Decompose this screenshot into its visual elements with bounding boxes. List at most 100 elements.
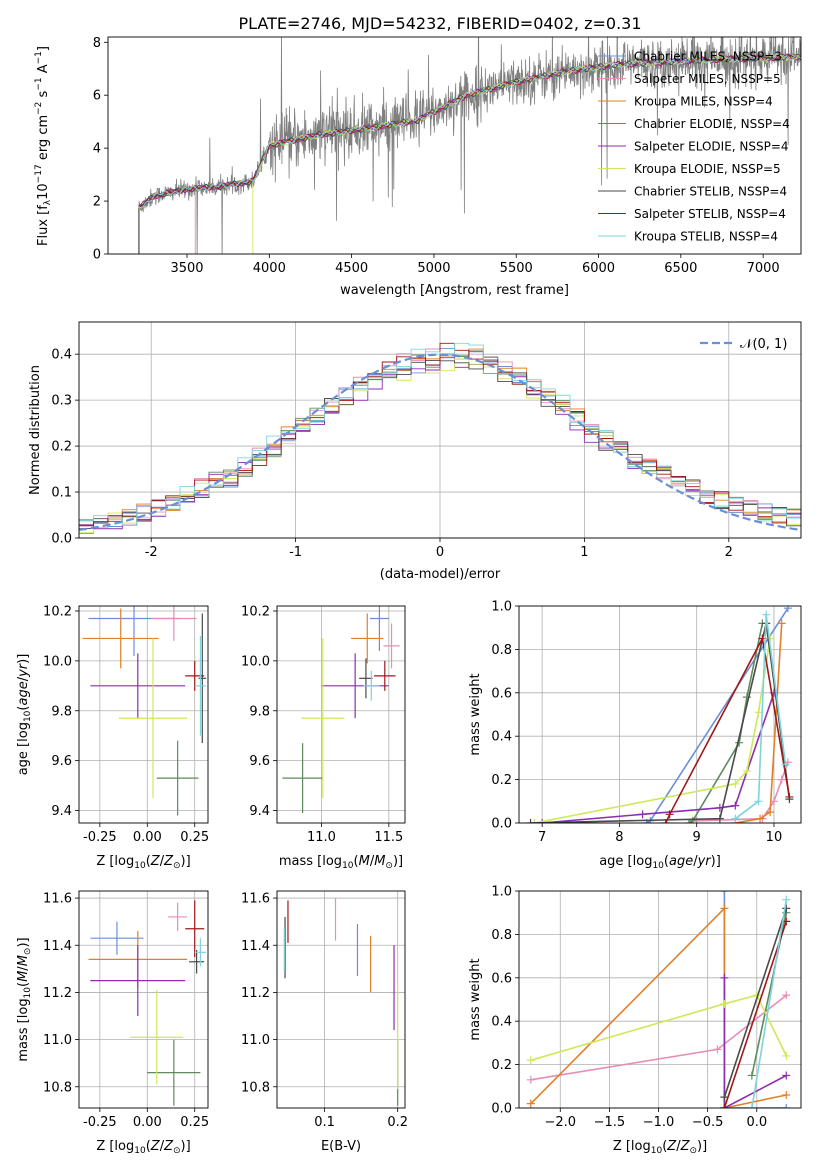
errorbar-point [151, 606, 197, 641]
errorbar-point [301, 638, 345, 799]
mass_weight_vs_age-x-axis-label: age [log10(age/yr)] [599, 854, 721, 871]
series-marker [530, 819, 539, 823]
series-marker [777, 619, 786, 628]
y-tick-label: 11.2 [43, 986, 72, 1001]
x-tick-label: 11.5 [374, 830, 403, 845]
x-tick-label: 3500 [170, 261, 203, 276]
y-tick-label: 0 [93, 248, 101, 263]
series-line-salpeter-elodie [723, 977, 787, 1108]
series-marker [720, 973, 729, 982]
series-marker [782, 904, 791, 913]
errorbar-point [147, 1039, 201, 1106]
y-tick-label: 0.0 [491, 1102, 512, 1117]
y-tick-label: 9.4 [51, 804, 72, 819]
y-tick-label: 0.6 [491, 971, 512, 986]
series-marker [688, 816, 697, 823]
errorbar-point [363, 670, 380, 701]
x-tick-label: 11.0 [307, 830, 336, 845]
y-tick-label: 11.4 [43, 939, 72, 954]
series-marker [747, 1104, 756, 1108]
series-line-chabrier-stelib [530, 623, 791, 823]
residual_hist-frame [78, 321, 802, 539]
model-spectrum-salpeter-stelib [138, 53, 801, 254]
y-tick-label: 0.3 [51, 394, 72, 409]
series-marker [720, 904, 729, 913]
hist-x-axis-label: (data-model)/error [380, 567, 501, 582]
series-marker [720, 1104, 729, 1108]
y-tick-label: 0.6 [491, 686, 512, 701]
y-tick-label: 10.0 [43, 654, 72, 669]
series-marker [526, 1075, 535, 1084]
y-tick-label: 10.2 [241, 604, 270, 619]
x-tick-label: 7 [538, 830, 546, 845]
x-tick-label: −1.0 [643, 1115, 675, 1130]
x-tick-label: 7000 [747, 261, 780, 276]
errorbar-point [194, 635, 207, 736]
y-tick-label: 0.0 [491, 817, 512, 832]
series-marker [720, 1093, 729, 1102]
mass_weight_vs_age-frame [518, 605, 802, 824]
series-marker [715, 814, 724, 823]
mass_weight_vs_age-y-axis-label: mass weight [468, 673, 483, 755]
mass_vs_Z-plot-area [88, 900, 207, 1106]
mass_weight_vs_Z-axes: −2.0 −1.5 −1.0 −0.5 0.0 0.0 0.2 0.4 0.6 0.8 1.0 [491, 885, 801, 1130]
y-tick-label: 11.0 [43, 1033, 72, 1048]
gauss-legend-label: 𝒩(0, 1) [740, 337, 787, 352]
series-marker [754, 797, 763, 806]
residual_hist-plot-area [79, 342, 801, 538]
x-tick-label: -1 [289, 545, 302, 560]
errorbar-point [198, 613, 207, 744]
mass_vs_Z-y-axis-label: mass [log10(M/M⊙)] [16, 937, 33, 1061]
errorbar-point [156, 740, 199, 816]
series-marker [783, 606, 792, 613]
series-marker [538, 819, 547, 823]
x-tick-label: 4000 [253, 261, 286, 276]
series-marker [782, 917, 791, 926]
series-marker [747, 1071, 756, 1080]
series-marker [720, 891, 729, 895]
errorbar-point [130, 990, 184, 1085]
series-marker [782, 991, 791, 1000]
x-tick-label: 0.2 [387, 1115, 408, 1130]
y-tick-label: 10.2 [43, 604, 72, 619]
y-tick-label: 0.4 [491, 730, 512, 745]
y-tick-label: 11.2 [241, 986, 270, 1001]
series-marker [781, 760, 790, 769]
age_vs_mass-axes: 11.0 11.5 9.4 9.6 9.8 10.0 10.2 [241, 604, 405, 845]
y-tick-label: 0.8 [491, 928, 512, 943]
x-tick-label: -2 [145, 545, 158, 560]
series-line-kroupa-stelib [734, 614, 787, 820]
series-marker [777, 775, 786, 784]
age_vs_Z-axes: -0.25 0.00 0.25 9.4 9.6 9.8 10.0 10.2 [43, 604, 209, 845]
series-marker [731, 779, 740, 788]
series-line-chabrier-stelib [723, 908, 788, 1098]
y-tick-label: 0.4 [51, 348, 72, 363]
mass_vs_Z-axes: -0.25 0.00 0.25 10.8 11.0 11.2 11.4 11.6 [43, 891, 209, 1130]
series-line-kroupa-elodie [534, 638, 771, 823]
spectrum-plot-area [138, 37, 801, 254]
y-tick-label: 0.4 [491, 1015, 512, 1030]
y-tick-label: 9.4 [249, 804, 270, 819]
spectrum-frame [107, 36, 802, 255]
age_vs_Z-y-axis-label: age [log10(age/yr)] [16, 654, 33, 776]
errorbar-point [82, 608, 159, 669]
mass_weight_vs_Z-frame [518, 890, 802, 1109]
legend-label: Kroupa STELIB, NSSP=4 [634, 230, 778, 244]
x-tick-label: 1 [580, 545, 588, 560]
series-marker [526, 819, 535, 823]
errorbar-point [168, 902, 188, 932]
x-tick-label: -0.25 [83, 1115, 117, 1130]
spectrum-legend: Chabrier MILES, NSSP=3 Salpeter MILES, NS… [598, 50, 790, 244]
x-tick-label: 0.1 [314, 1115, 335, 1130]
y-tick-label: 1.0 [491, 885, 512, 900]
series-marker [782, 1051, 791, 1060]
series-marker [731, 801, 740, 810]
errorbar-point [90, 945, 186, 1017]
spectrum-x-axis-label: wavelength [Angstrom, rest frame] [340, 283, 569, 298]
series-marker [782, 1071, 791, 1080]
series-line-salpeter-stelib [723, 921, 788, 1108]
mass_weight_vs_Z-plot-area [526, 891, 791, 1108]
legend-label: Kroupa MILES, NSSP=4 [634, 95, 773, 109]
y-tick-label: 6 [93, 89, 101, 104]
